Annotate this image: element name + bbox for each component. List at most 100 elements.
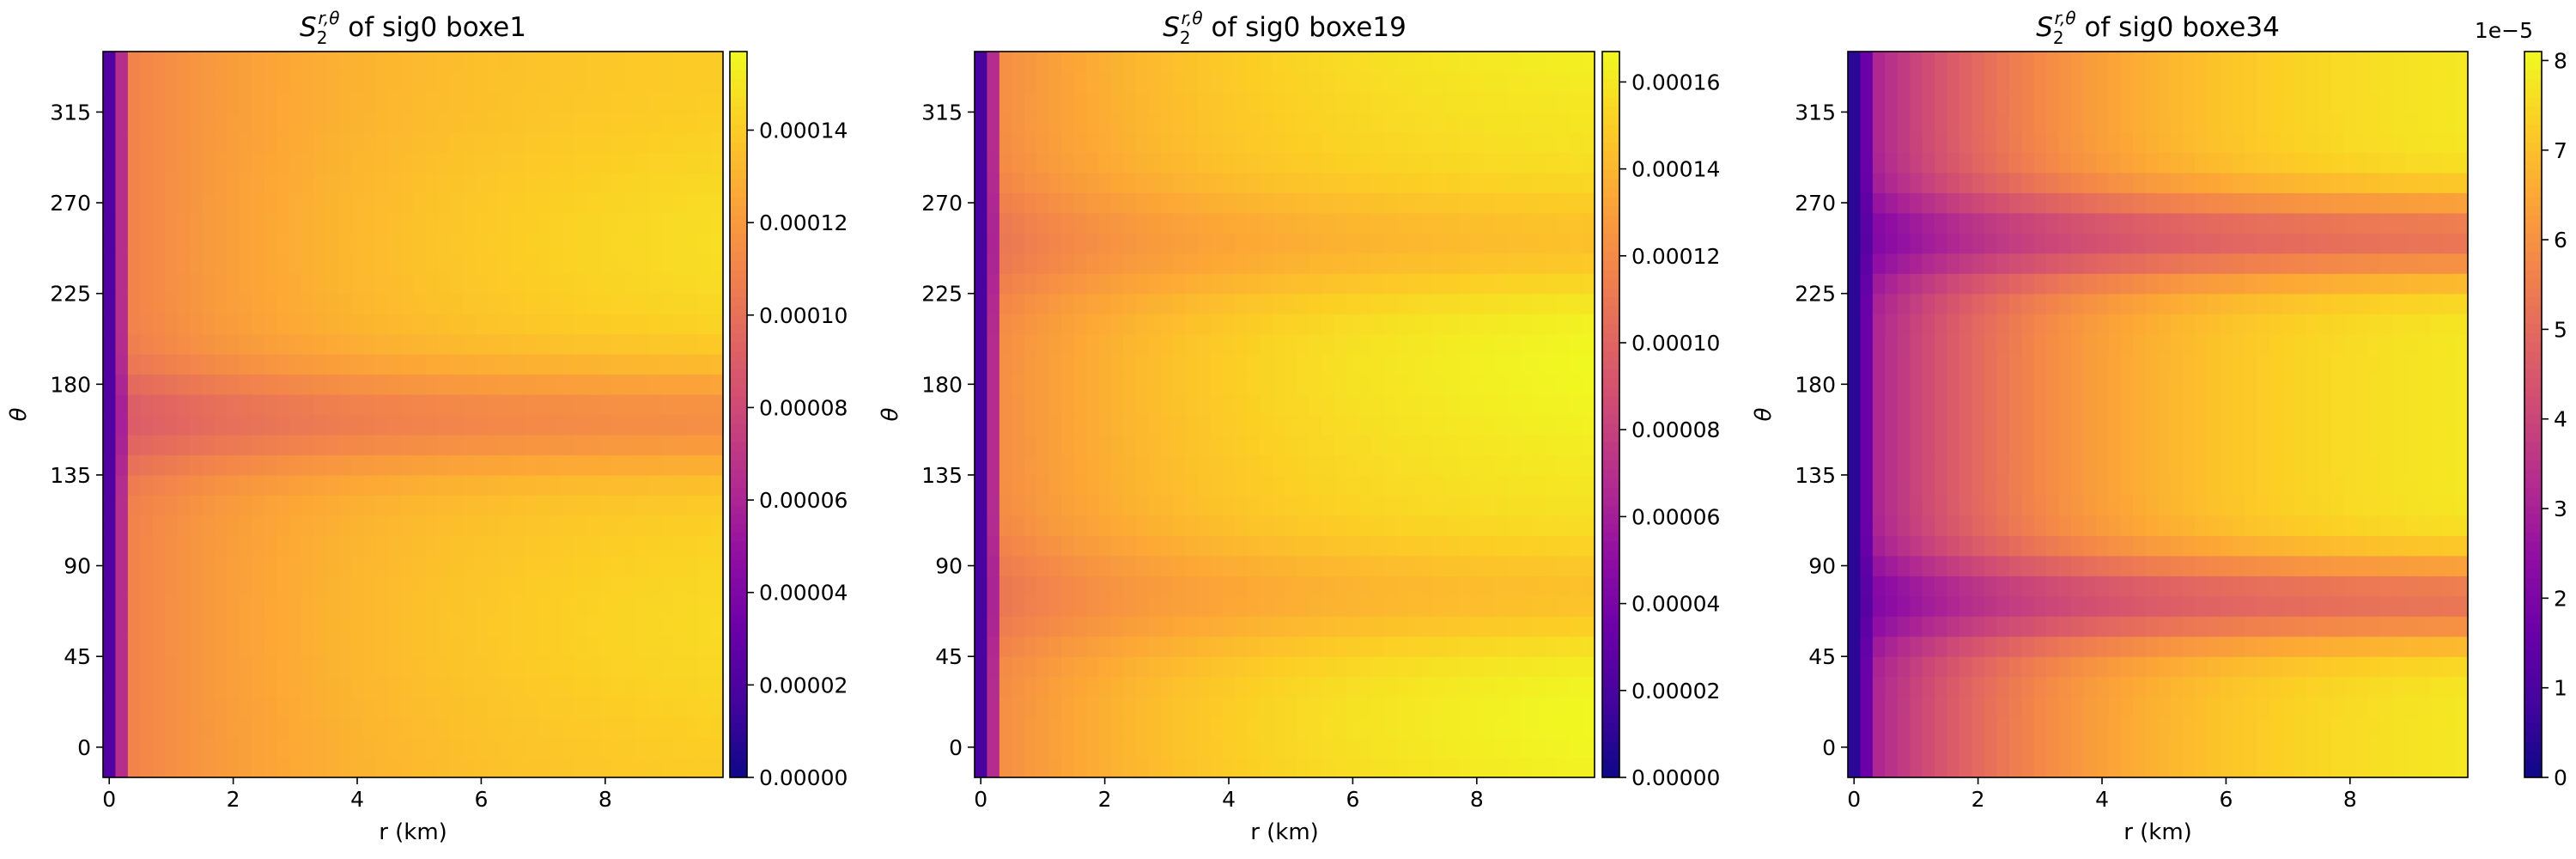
heatmap-cell xyxy=(214,676,228,698)
title-symbol: S xyxy=(1163,12,1180,43)
heatmap-cell xyxy=(1420,656,1434,678)
heatmap-cell xyxy=(115,454,129,476)
heatmap-cell xyxy=(1073,333,1087,355)
heatmap-cell xyxy=(103,293,117,314)
heatmap-cell xyxy=(1445,131,1459,153)
heatmap-cell xyxy=(2133,71,2147,93)
heatmap-cell xyxy=(1309,233,1322,254)
heatmap-cell xyxy=(1185,152,1199,174)
heatmap-cell xyxy=(214,131,228,153)
heatmap-cell xyxy=(710,394,724,416)
heatmap-cell xyxy=(350,576,364,597)
heatmap-cell xyxy=(1110,716,1124,738)
heatmap-cell xyxy=(1235,112,1249,133)
heatmap-cell xyxy=(115,676,129,698)
heatmap-cell xyxy=(1297,454,1310,476)
heatmap-cell xyxy=(2095,273,2109,295)
heatmap-cell xyxy=(2095,555,2109,576)
heatmap-cell xyxy=(975,333,988,355)
heatmap-cell xyxy=(1433,576,1447,597)
heatmap-cell xyxy=(2021,172,2035,193)
heatmap-cell xyxy=(975,716,988,738)
heatmap-cell xyxy=(487,757,501,778)
heatmap-cell xyxy=(165,354,179,375)
heatmap-cell xyxy=(500,495,513,516)
heatmap-cell xyxy=(425,697,439,718)
colorbar-segment xyxy=(730,442,747,452)
heatmap-cell xyxy=(1098,454,1112,476)
heatmap-cell xyxy=(450,434,464,456)
heatmap-cell xyxy=(1346,394,1360,416)
heatmap-cell xyxy=(2170,374,2184,395)
heatmap-cell xyxy=(574,656,587,678)
heatmap-cell xyxy=(140,676,154,698)
heatmap-cell xyxy=(2021,474,2035,496)
heatmap-cell xyxy=(313,52,327,73)
heatmap-cell xyxy=(462,293,476,314)
heatmap-cell xyxy=(1210,555,1224,576)
heatmap-cell xyxy=(313,374,327,395)
heatmap-cell xyxy=(2182,112,2196,133)
heatmap-cell xyxy=(1860,314,1874,335)
heatmap-cell xyxy=(152,394,166,416)
heatmap-cell xyxy=(611,394,625,416)
heatmap-cell xyxy=(2220,152,2233,174)
heatmap-cell xyxy=(227,354,240,375)
heatmap-cell xyxy=(1036,293,1050,314)
heatmap-cell xyxy=(1048,757,1062,778)
heatmap-cell xyxy=(140,192,154,214)
heatmap-cell xyxy=(450,495,464,516)
heatmap-cell xyxy=(611,52,625,73)
heatmap-cell xyxy=(1520,253,1534,274)
heatmap-cell xyxy=(2158,535,2172,557)
heatmap-cell xyxy=(1073,595,1087,617)
heatmap-cell xyxy=(1408,233,1422,254)
heatmap-cell xyxy=(1334,454,1347,476)
heatmap-cell xyxy=(1222,616,1236,637)
heatmap-cell xyxy=(2232,676,2245,698)
heatmap-cell xyxy=(611,192,625,214)
heatmap-cell xyxy=(2008,152,2022,174)
colorbar-segment xyxy=(730,613,747,624)
heatmap-cell xyxy=(190,434,204,456)
heatmap-cell xyxy=(1309,737,1322,758)
heatmap-cell xyxy=(1885,152,1899,174)
heatmap-cell xyxy=(1984,555,1997,576)
heatmap-cell xyxy=(301,555,315,576)
heatmap-cell xyxy=(562,253,575,274)
heatmap-cell xyxy=(462,737,476,758)
heatmap-cell xyxy=(487,112,501,133)
heatmap-cell xyxy=(1984,697,1997,718)
heatmap-cell xyxy=(115,515,129,536)
heatmap-cell xyxy=(1897,555,1911,576)
heatmap-cell xyxy=(103,152,117,174)
heatmap-cell xyxy=(537,131,550,153)
heatmap-cell xyxy=(2083,757,2097,778)
heatmap-cell xyxy=(1445,616,1459,637)
heatmap-cell xyxy=(562,333,575,355)
heatmap-cell xyxy=(1458,495,1472,516)
heatmap-cell xyxy=(1910,434,1923,456)
heatmap-cell xyxy=(586,454,600,476)
heatmap-cell xyxy=(611,595,625,617)
heatmap-cell xyxy=(1371,314,1385,335)
heatmap-cell xyxy=(165,212,179,234)
heatmap-cell xyxy=(1420,52,1434,73)
heatmap-cell xyxy=(1148,555,1162,576)
heatmap-cell xyxy=(1872,576,1886,597)
heatmap-cell xyxy=(1910,495,1923,516)
heatmap-cell xyxy=(1321,152,1335,174)
heatmap-cell xyxy=(388,656,402,678)
heatmap-cell xyxy=(214,595,228,617)
heatmap-cell xyxy=(2021,52,2035,73)
heatmap-cell xyxy=(140,91,154,113)
heatmap-cell xyxy=(512,474,526,496)
heatmap-cell xyxy=(1420,71,1434,93)
heatmap-cell xyxy=(1073,212,1087,234)
heatmap-cell xyxy=(698,434,712,456)
heatmap-cell xyxy=(1408,172,1422,193)
heatmap-cell xyxy=(2145,595,2159,617)
heatmap-cell xyxy=(177,91,191,113)
heatmap-cell xyxy=(1557,576,1571,597)
heatmap-cell xyxy=(574,495,587,516)
